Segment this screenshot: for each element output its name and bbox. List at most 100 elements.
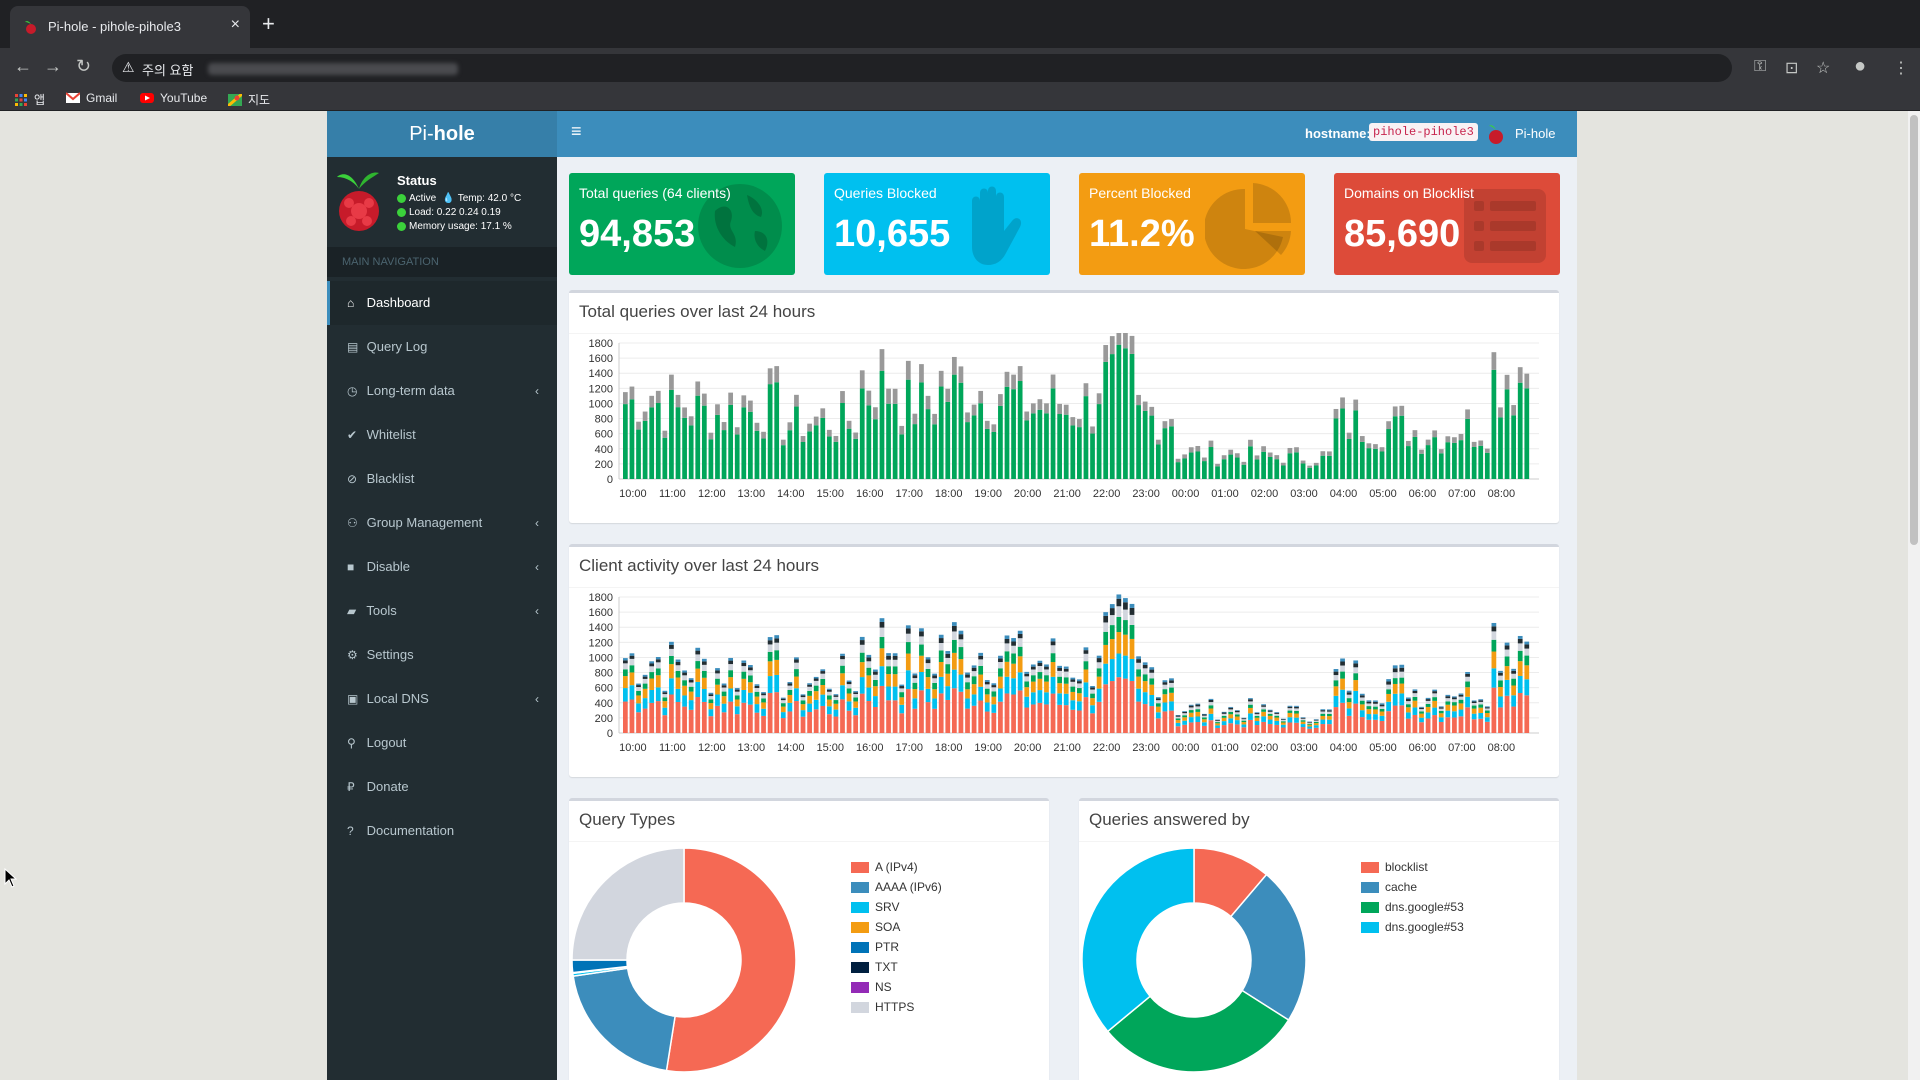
scrollbar-thumb[interactable] bbox=[1910, 115, 1918, 545]
legend-item[interactable]: dns.google#53 bbox=[1361, 897, 1464, 917]
bar-client-5 bbox=[1392, 672, 1398, 679]
bar-client-1 bbox=[1498, 707, 1503, 733]
bar-client-2 bbox=[1412, 707, 1418, 715]
bar-client-7 bbox=[958, 630, 964, 635]
stat-percent-blocked[interactable]: Percent Blocked 11.2% bbox=[1079, 173, 1305, 275]
bar-client-5 bbox=[1090, 689, 1095, 694]
stat-queries-blocked[interactable]: Queries Blocked 10,655 bbox=[824, 173, 1050, 275]
star-icon[interactable]: ☆ bbox=[1816, 60, 1831, 77]
bar-client-3 bbox=[662, 701, 668, 708]
bar-permitted bbox=[1465, 418, 1470, 479]
sidebar-item-query-log[interactable]: ▤ Query Log bbox=[327, 325, 557, 369]
bar-client-4 bbox=[1399, 677, 1405, 684]
x-tick-label: 21:00 bbox=[1053, 742, 1081, 754]
address-bar[interactable]: ⚠ 주의 요함 bbox=[112, 54, 1732, 82]
queries-over-time-chart[interactable]: 0 200 400 600 800 1000 1200 1400 1600 1800 10:00 11… bbox=[569, 333, 1559, 523]
sidebar-item-donate[interactable]: ₽ Donate bbox=[327, 765, 557, 809]
bar-client-1 bbox=[1103, 684, 1109, 733]
legend-item[interactable]: HTTPS bbox=[851, 997, 942, 1017]
bar-client-7 bbox=[1498, 670, 1503, 673]
bar-client-1 bbox=[1346, 715, 1352, 733]
legend-item[interactable]: TXT bbox=[851, 957, 942, 977]
bar-permitted bbox=[866, 405, 872, 479]
bar-permitted bbox=[873, 419, 878, 479]
pihole-user-icon[interactable] bbox=[1487, 123, 1505, 145]
bar-client-5 bbox=[1366, 703, 1372, 707]
bar-permitted bbox=[1070, 425, 1076, 479]
bar-client-7 bbox=[1142, 662, 1148, 665]
profile-avatar-icon[interactable]: ● bbox=[1854, 55, 1867, 77]
back-arrow-icon[interactable]: ← bbox=[14, 56, 32, 76]
legend-item[interactable]: SOA bbox=[851, 917, 942, 937]
bar-blocked bbox=[1037, 399, 1043, 410]
bar-client-5 bbox=[688, 682, 694, 687]
bar-client-4 bbox=[1254, 715, 1260, 718]
sidebar-toggle-icon[interactable]: ≡ bbox=[571, 121, 582, 141]
legend-item[interactable]: NS bbox=[851, 977, 942, 997]
legend-item[interactable]: SRV bbox=[851, 897, 942, 917]
sidebar-item-blacklist[interactable]: ⊘ Blacklist bbox=[327, 457, 557, 501]
bar-client-4 bbox=[1517, 650, 1523, 662]
sidebar-item-dashboard[interactable]: ⌂ Dashboard bbox=[327, 281, 557, 325]
bar-client-1 bbox=[1392, 705, 1398, 733]
bar-client-1 bbox=[675, 701, 681, 733]
bar-client-1 bbox=[905, 689, 911, 733]
y-tick-label: 200 bbox=[595, 713, 613, 725]
user-menu[interactable]: Pi-hole bbox=[1515, 126, 1556, 141]
bar-permitted bbox=[642, 420, 648, 479]
bar-client-1 bbox=[886, 700, 891, 733]
bar-client-2 bbox=[1346, 708, 1352, 716]
bar-client-2 bbox=[1445, 710, 1451, 718]
sidebar-item-group-management[interactable]: ⚇ Group Management ‹ bbox=[327, 501, 557, 545]
forward-destinations-chart[interactable] bbox=[1079, 845, 1319, 1080]
bar-client-4 bbox=[1123, 620, 1128, 635]
legend-item[interactable]: blocklist bbox=[1361, 857, 1464, 877]
bar-client-7 bbox=[991, 683, 997, 686]
client-activity-chart[interactable]: 0 200 400 600 800 1000 1200 1400 1600 1800 10:00 11… bbox=[569, 587, 1559, 777]
bar-client-7 bbox=[636, 683, 641, 686]
bar-client-4 bbox=[715, 678, 720, 685]
bar-client-1 bbox=[715, 705, 720, 733]
bar-client-7 bbox=[1379, 703, 1385, 705]
bookmark-apps[interactable]: 앱 bbox=[14, 91, 45, 108]
sidebar-item-logout[interactable]: ⚲ Logout bbox=[327, 721, 557, 765]
legend-item[interactable]: cache bbox=[1361, 877, 1464, 897]
bar-client-4 bbox=[1044, 675, 1049, 682]
brand-logo[interactable]: Pi-hole bbox=[327, 111, 557, 157]
sidebar-item-disable[interactable]: ■ Disable ‹ bbox=[327, 545, 557, 589]
page-scrollbar[interactable] bbox=[1908, 111, 1920, 1080]
browser-tab[interactable]: Pi-hole - pihole-pihole3 × bbox=[10, 6, 250, 48]
tab-close-icon[interactable]: × bbox=[230, 16, 240, 33]
sidebar-item-local-dns[interactable]: ▣ Local DNS ‹ bbox=[327, 677, 557, 721]
legend-item[interactable]: AAAA (IPv6) bbox=[851, 877, 942, 897]
bar-client-7 bbox=[1129, 603, 1135, 608]
sidebar-item-long-term-data[interactable]: ◷ Long-term data ‹ bbox=[327, 369, 557, 413]
new-tab-button[interactable]: + bbox=[262, 11, 275, 36]
x-tick-label: 13:00 bbox=[738, 488, 766, 500]
translate-icon[interactable]: ⊡ bbox=[1785, 60, 1799, 77]
query-types-chart[interactable] bbox=[569, 845, 809, 1080]
stat-total-queries[interactable]: Total queries (64 clients) 94,853 bbox=[569, 173, 795, 275]
bar-client-2 bbox=[833, 709, 839, 717]
reload-icon[interactable]: ↻ bbox=[76, 56, 92, 76]
legend-item[interactable]: A (IPv4) bbox=[851, 857, 942, 877]
sidebar-item-whitelist[interactable]: ✔ Whitelist bbox=[327, 413, 557, 457]
bookmark-gmail[interactable]: Gmail bbox=[66, 91, 117, 105]
sidebar-item-documentation[interactable]: ? Documentation bbox=[327, 809, 557, 853]
sidebar-item-settings[interactable]: ⚙ Settings bbox=[327, 633, 557, 677]
bar-blocked bbox=[787, 422, 793, 431]
legend-item[interactable]: PTR bbox=[851, 937, 942, 957]
url-text bbox=[208, 63, 458, 75]
stat-domains-blocklist[interactable]: Domains on Blocklist 85,690 bbox=[1334, 173, 1560, 275]
sidebar-item-tools[interactable]: ▰ Tools ‹ bbox=[327, 589, 557, 633]
x-tick-label: 16:00 bbox=[856, 742, 884, 754]
key-icon[interactable]: ⚿ bbox=[1754, 58, 1767, 75]
legend-item[interactable]: dns.google#53 bbox=[1361, 917, 1464, 937]
bookmark-maps[interactable]: 지도 bbox=[228, 91, 270, 108]
bar-blocked bbox=[846, 420, 852, 429]
x-tick-label: 16:00 bbox=[856, 488, 884, 500]
bookmark-youtube[interactable]: YouTube bbox=[140, 91, 207, 105]
bar-client-3 bbox=[715, 684, 720, 695]
forward-arrow-icon[interactable]: → bbox=[44, 56, 62, 76]
menu-kebab-icon[interactable]: ⋮ bbox=[1893, 60, 1909, 77]
